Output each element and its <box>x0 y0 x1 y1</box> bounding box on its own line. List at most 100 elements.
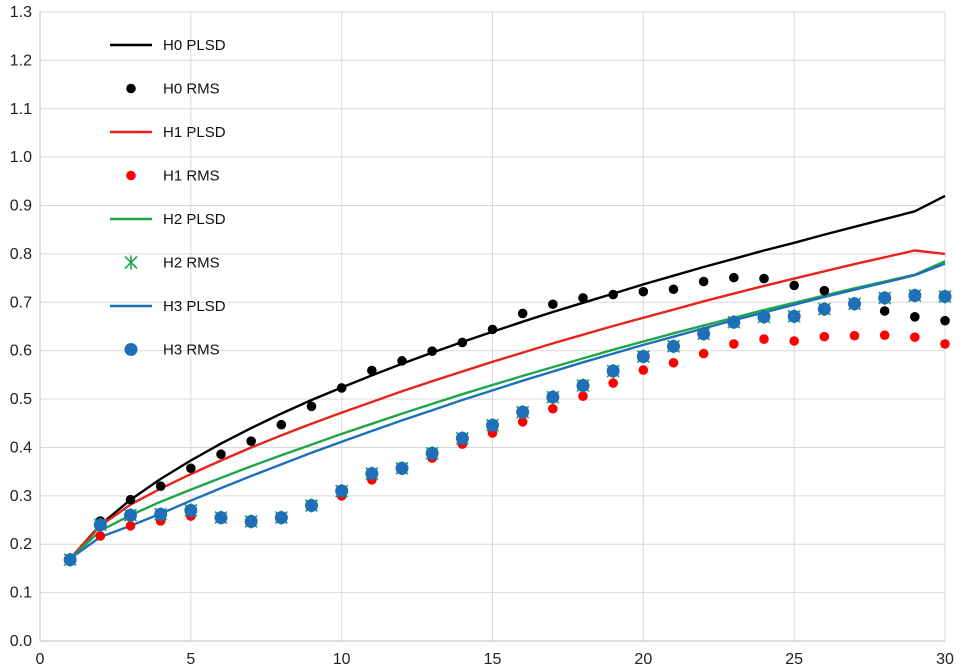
y-tick-label: 1.3 <box>10 4 32 21</box>
point-h0-rms <box>427 346 437 356</box>
point-h3-rms <box>576 379 590 393</box>
y-tick-label: 1.1 <box>10 101 32 118</box>
legend-item-h0-rms: H0 RMS <box>126 81 220 98</box>
point-h1-rms <box>910 332 920 342</box>
point-h1-rms <box>729 339 739 349</box>
y-tick-label: 0.8 <box>10 246 32 263</box>
point-h3-rms <box>636 349 650 363</box>
point-h3-rms <box>154 507 168 521</box>
gridlines <box>39 11 946 642</box>
point-h3-rms <box>395 461 409 475</box>
point-h3-rms <box>63 553 77 567</box>
point-h3-rms <box>757 310 771 324</box>
point-h0-rms <box>668 284 679 295</box>
point-h0-rms <box>216 449 226 460</box>
point-h1-rms <box>789 336 799 346</box>
x-tick-label: 10 <box>333 651 351 668</box>
legend-item-h3-plsd: H3 PLSD <box>110 298 226 315</box>
legend-swatch <box>126 83 136 94</box>
y-tick-label: 1.2 <box>10 52 32 69</box>
series-h2-plsd-line <box>69 260 946 560</box>
legend-item-h2-plsd: H2 PLSD <box>110 211 226 228</box>
x-tick-label: 0 <box>36 651 45 668</box>
point-h0-rms <box>487 324 498 335</box>
point-h0-rms <box>517 308 528 319</box>
point-h0-rms <box>879 306 890 316</box>
point-h1-rms <box>638 365 649 375</box>
point-h1-rms <box>940 339 950 349</box>
legend: H0 PLSD H0 RMS H1 PLSD H1 RMS H2 PLSD H2 RMS H… <box>110 37 226 359</box>
series-h0-plsd-line <box>69 194 946 560</box>
legend-label: H1 PLSD <box>163 124 226 141</box>
series-h3-rms <box>63 289 952 567</box>
point-h0-rms <box>336 383 347 393</box>
point-h0-rms <box>155 481 166 491</box>
point-h3-rms <box>124 508 137 522</box>
point-h3-rms <box>516 405 530 419</box>
legend-label: H0 PLSD <box>163 37 226 54</box>
point-h0-rms <box>789 280 799 291</box>
point-h0-rms <box>548 299 558 310</box>
legend-item-h1-rms: H1 RMS <box>126 168 220 185</box>
legend-swatch <box>124 343 138 356</box>
point-h3-rms <box>848 297 861 311</box>
point-h0-rms <box>729 272 739 283</box>
series-h0-rms <box>65 272 950 566</box>
legend-label: H3 PLSD <box>163 298 226 315</box>
point-h3-rms <box>727 315 741 329</box>
y-tick-label: 0.0 <box>10 633 32 650</box>
series-h2-rms <box>63 288 952 567</box>
y-tick-label: 0.4 <box>10 439 32 456</box>
point-h0-rms <box>698 276 709 287</box>
x-tick-label: 30 <box>936 651 954 668</box>
point-h1-rms <box>879 330 890 341</box>
point-h3-rms <box>184 503 198 517</box>
point-h1-rms <box>548 403 558 414</box>
legend-label: H0 RMS <box>163 81 220 98</box>
x-tick-label: 25 <box>785 651 803 668</box>
point-h0-rms <box>910 312 920 322</box>
legend-swatch <box>126 170 136 181</box>
y-tick-label: 0.5 <box>10 391 32 408</box>
point-h3-rms <box>305 499 318 513</box>
legend-item-h3-rms: H3 RMS <box>124 342 220 359</box>
point-h1-rms <box>819 331 830 342</box>
point-h1-rms <box>125 521 136 531</box>
plot-area <box>63 194 952 567</box>
point-h0-rms <box>306 401 317 412</box>
point-h1-rms <box>517 417 528 427</box>
point-h0-rms <box>578 293 588 303</box>
point-h3-rms <box>274 511 288 525</box>
legend-label: H2 PLSD <box>163 211 226 228</box>
point-h3-rms <box>787 309 801 323</box>
legend-item-h0-plsd: H0 PLSD <box>110 37 226 54</box>
point-h0-rms <box>186 463 196 474</box>
point-h3-rms <box>697 327 711 341</box>
point-h3-rms <box>365 467 379 481</box>
point-h0-rms <box>246 436 256 446</box>
point-h3-rms <box>214 511 228 525</box>
point-h1-rms <box>578 391 588 401</box>
legend-label: H2 RMS <box>163 255 220 272</box>
y-tick-label: 0.7 <box>10 294 32 311</box>
point-h0-rms <box>940 315 950 326</box>
x-tick-label: 15 <box>484 651 502 668</box>
series-h1-rms <box>65 330 950 566</box>
point-h3-rms <box>667 339 680 353</box>
point-h1-rms <box>698 348 709 359</box>
legend-swatch <box>124 255 138 270</box>
point-h3-rms <box>486 418 499 432</box>
point-h0-rms <box>367 365 377 376</box>
point-h1-rms <box>759 334 769 344</box>
point-h3-rms <box>817 302 831 316</box>
x-tick-label: 5 <box>186 651 195 668</box>
series-h3-plsd-line <box>69 262 946 560</box>
point-h3-rms <box>425 446 439 460</box>
y-tick-label: 0.2 <box>10 536 32 553</box>
point-h3-rms <box>93 518 107 532</box>
y-tick-label: 0.3 <box>10 488 32 505</box>
point-h1-rms <box>668 357 679 368</box>
point-h3-rms <box>546 390 560 404</box>
y-tick-label: 0.6 <box>10 343 32 360</box>
